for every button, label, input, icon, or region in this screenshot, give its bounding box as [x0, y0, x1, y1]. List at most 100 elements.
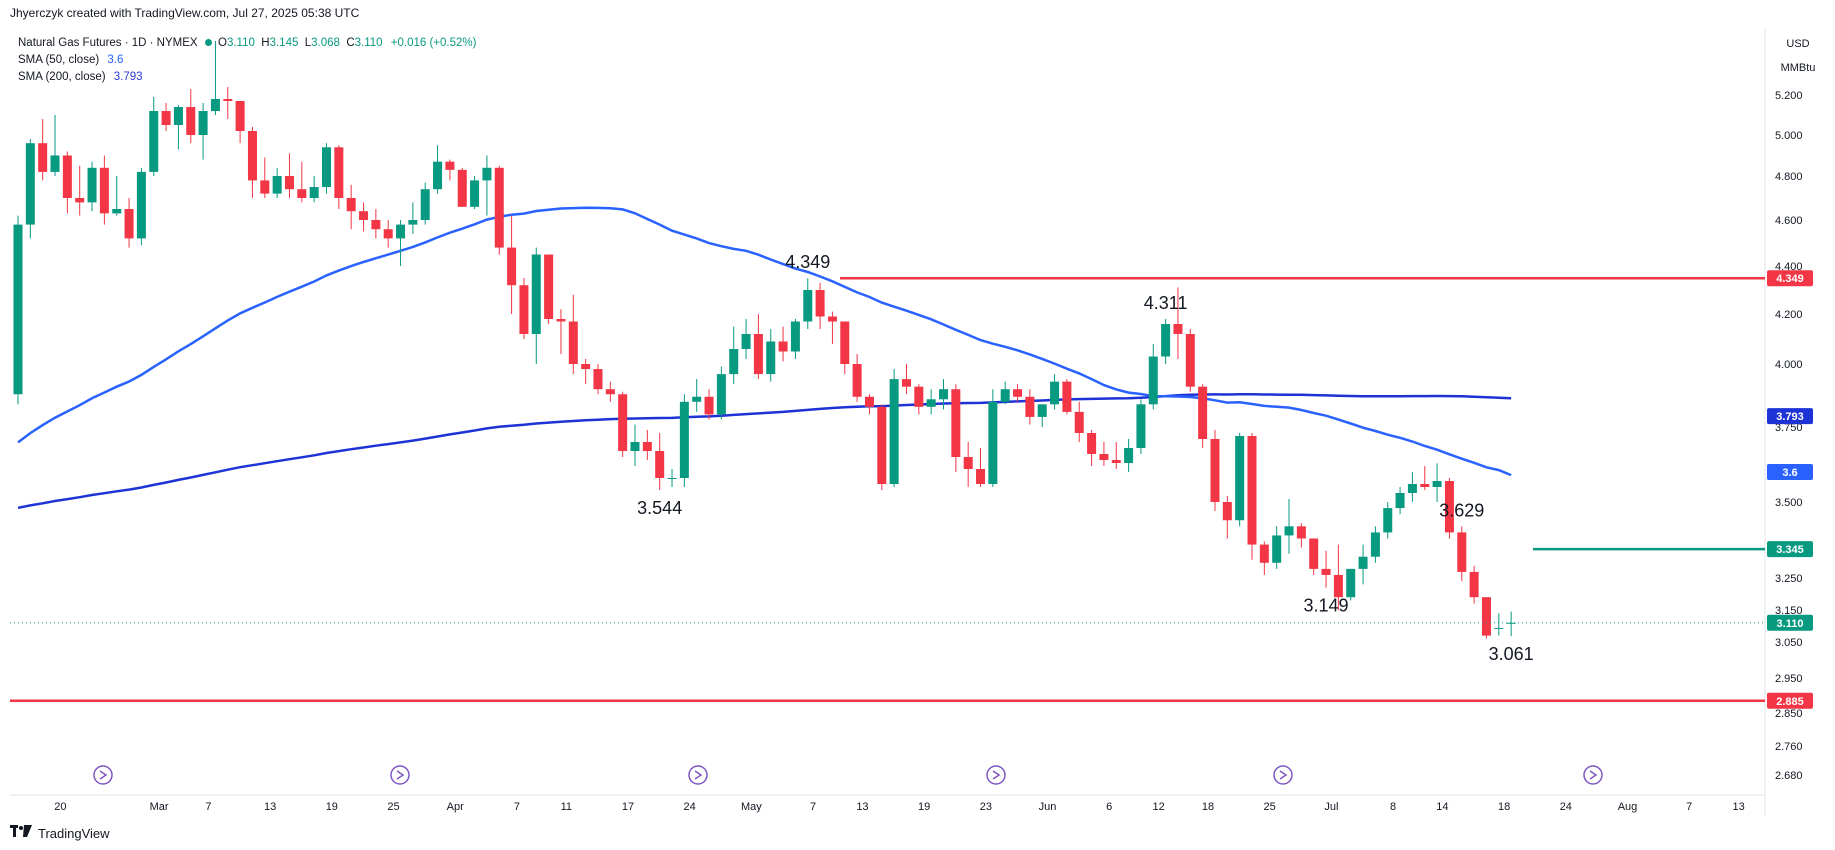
candle[interactable] [1013, 384, 1023, 402]
candle[interactable] [1173, 287, 1183, 359]
candle[interactable] [173, 105, 183, 150]
candle[interactable] [1111, 442, 1121, 469]
candle[interactable] [1222, 496, 1232, 539]
candle[interactable] [593, 364, 603, 395]
candle[interactable] [1333, 544, 1343, 611]
candle[interactable] [1296, 523, 1306, 548]
candle[interactable] [149, 97, 159, 176]
candle[interactable] [284, 153, 294, 198]
candle[interactable] [186, 89, 196, 144]
candle[interactable] [38, 119, 48, 181]
candle[interactable] [889, 369, 899, 487]
candle[interactable] [1346, 568, 1356, 601]
candle[interactable] [766, 329, 776, 382]
candle[interactable] [1210, 430, 1220, 512]
candle[interactable] [62, 151, 72, 214]
price-annotation[interactable]: 3.544 [637, 498, 682, 518]
candle[interactable] [1124, 439, 1134, 472]
candle[interactable] [359, 202, 369, 232]
sma200-line[interactable] [17, 392, 1512, 510]
candle[interactable] [852, 354, 862, 402]
price-annotation[interactable]: 3.629 [1439, 500, 1484, 520]
candle[interactable] [99, 155, 109, 225]
candle[interactable] [210, 41, 220, 115]
candle[interactable] [50, 115, 60, 176]
candle[interactable] [531, 247, 541, 364]
candle[interactable] [1457, 526, 1467, 582]
candle[interactable] [1469, 565, 1479, 604]
candle[interactable] [1099, 442, 1109, 466]
candle[interactable] [1198, 384, 1208, 448]
candle[interactable] [939, 379, 948, 410]
candle[interactable] [1259, 541, 1269, 575]
event-marker-icon[interactable] [1583, 765, 1603, 785]
candle[interactable] [75, 165, 85, 216]
candle[interactable] [840, 321, 850, 375]
candle[interactable] [198, 103, 208, 160]
candle[interactable] [544, 254, 554, 325]
candle[interactable] [433, 145, 443, 194]
candle[interactable] [420, 182, 430, 225]
candle[interactable] [272, 167, 282, 198]
candle[interactable] [716, 366, 726, 420]
price-annotation[interactable]: 4.349 [785, 252, 830, 272]
candle[interactable] [1161, 319, 1171, 364]
candle[interactable] [815, 282, 825, 329]
candle[interactable] [346, 184, 356, 230]
candle[interactable] [963, 442, 973, 487]
candle[interactable] [482, 155, 492, 216]
candle[interactable] [753, 314, 763, 380]
candle[interactable] [581, 359, 591, 385]
candle[interactable] [396, 220, 406, 266]
candle[interactable] [445, 159, 455, 181]
candle[interactable] [309, 176, 319, 203]
candle[interactable] [704, 389, 714, 420]
legend-sma200-row[interactable]: SMA (200, close) 3.793 [18, 69, 476, 86]
event-marker-icon[interactable] [1273, 765, 1293, 785]
candle[interactable] [161, 103, 171, 131]
candle[interactable] [1358, 544, 1368, 585]
candle[interactable] [1025, 389, 1035, 425]
event-marker-icon[interactable] [688, 765, 708, 785]
event-marker-icon[interactable] [93, 765, 113, 785]
candle[interactable] [877, 404, 887, 490]
candle[interactable] [1383, 502, 1393, 539]
candle[interactable] [1370, 526, 1380, 563]
candle[interactable] [507, 215, 517, 314]
price-annotation[interactable]: 3.149 [1304, 596, 1349, 616]
candle[interactable] [1420, 466, 1430, 490]
event-marker-icon[interactable] [390, 765, 410, 785]
candle[interactable] [519, 278, 529, 339]
candle[interactable] [1309, 538, 1319, 575]
candle[interactable] [1247, 433, 1257, 560]
candle[interactable] [25, 139, 35, 239]
candle[interactable] [223, 87, 233, 119]
candle[interactable] [827, 311, 837, 344]
candle[interactable] [1037, 404, 1047, 427]
candle[interactable] [951, 384, 961, 472]
legend-sma50-row[interactable]: SMA (50, close) 3.6 [18, 52, 476, 69]
sma50-line[interactable] [17, 206, 1512, 477]
candle[interactable] [679, 394, 689, 487]
candle[interactable] [1185, 329, 1195, 392]
candle[interactable] [1062, 379, 1072, 415]
candle[interactable] [322, 143, 331, 194]
candle[interactable] [1272, 526, 1282, 569]
candle[interactable] [926, 389, 936, 415]
candle[interactable] [988, 389, 998, 487]
candle[interactable] [136, 167, 146, 246]
candle[interactable] [741, 319, 751, 359]
price-annotation[interactable]: 3.061 [1489, 644, 1534, 664]
candle[interactable] [790, 319, 800, 359]
candle[interactable] [803, 278, 813, 329]
candle[interactable] [864, 394, 874, 415]
candle[interactable] [901, 364, 911, 395]
candle[interactable] [1321, 550, 1331, 588]
candle[interactable] [457, 167, 467, 207]
candle[interactable] [13, 215, 23, 405]
candle[interactable] [371, 209, 381, 239]
candle[interactable] [914, 384, 924, 415]
candle[interactable] [334, 145, 344, 209]
candle[interactable] [667, 469, 677, 487]
candle[interactable] [1050, 374, 1060, 410]
